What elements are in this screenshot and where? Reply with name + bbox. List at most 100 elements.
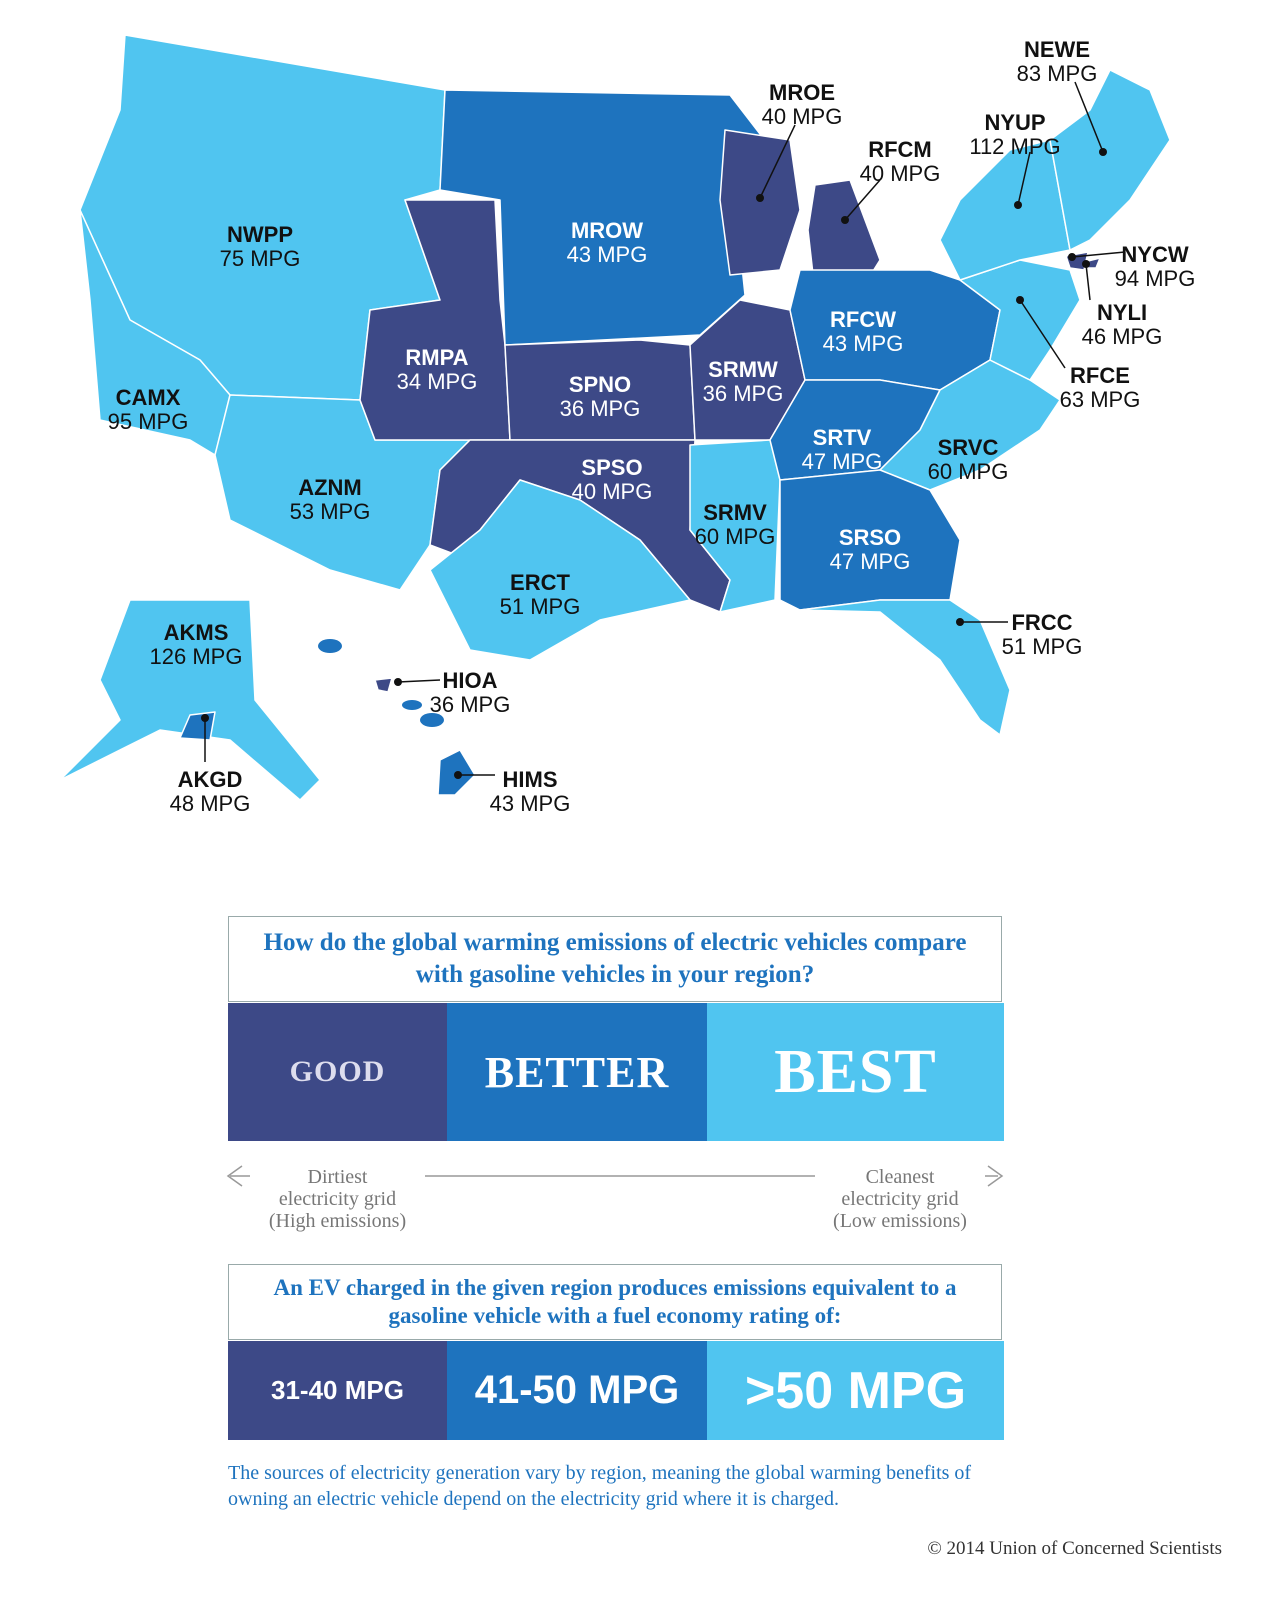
- region-mpg: 40 MPG: [860, 161, 941, 186]
- region: [59, 599, 321, 801]
- copyright: © 2014 Union of Concerned Scientists: [927, 1538, 1222, 1559]
- region-mpg: 43 MPG: [567, 242, 648, 267]
- leader-dot: [454, 771, 462, 779]
- region-code: HIOA: [443, 668, 498, 693]
- arrow-head: [226, 1165, 243, 1187]
- region-code: SPSO: [581, 455, 642, 480]
- region-code: ERCT: [510, 570, 570, 595]
- region-code: SRMW: [708, 357, 778, 382]
- range-bar: 31-40 MPG 41-50 MPG >50 MPG: [228, 1341, 1004, 1440]
- leader-line: [844, 179, 881, 221]
- range-segment: 41-50 MPG: [447, 1341, 707, 1440]
- leaders: [201, 81, 1126, 779]
- island: [420, 713, 444, 727]
- region-mpg: 36 MPG: [560, 396, 641, 421]
- region-mpg: 36 MPG: [703, 381, 784, 406]
- footnote: The sources of electricity generation va…: [228, 1462, 972, 1510]
- scale-segment: BETTER: [447, 1003, 707, 1141]
- region-mpg: 63 MPG: [1060, 387, 1141, 412]
- region-code: AKGD: [178, 767, 243, 792]
- region-mpg: 95 MPG: [108, 409, 189, 434]
- leader-dot: [394, 678, 402, 686]
- island: [318, 639, 342, 653]
- region-code: SRSO: [839, 525, 901, 550]
- range-segment: >50 MPG: [707, 1341, 1004, 1440]
- region-mpg: 47 MPG: [830, 549, 911, 574]
- leader-line: [1019, 299, 1066, 369]
- region: [429, 479, 691, 661]
- leader-dot: [756, 194, 764, 202]
- region-code: HIMS: [503, 767, 558, 792]
- region-code: AZNM: [298, 475, 362, 500]
- region-mpg: 48 MPG: [170, 791, 251, 816]
- region-code: SRTV: [813, 425, 872, 450]
- region-mpg: 75 MPG: [220, 246, 301, 271]
- region-code: NYUP: [984, 110, 1045, 135]
- leader-line: [759, 124, 796, 199]
- note-line: (Low emissions): [833, 1210, 967, 1232]
- region-mpg: 43 MPG: [823, 331, 904, 356]
- regions: [59, 34, 1171, 801]
- scale-segment: GOOD: [228, 1003, 447, 1141]
- region-mpg: 94 MPG: [1115, 266, 1196, 291]
- range-segment: 31-40 MPG: [228, 1341, 447, 1440]
- region-code: SRMV: [703, 500, 767, 525]
- note-line: electricity grid: [278, 1188, 397, 1210]
- region-mpg: 40 MPG: [572, 479, 653, 504]
- region-code: NEWE: [1024, 37, 1090, 62]
- region: [799, 599, 1011, 736]
- region-mpg: 36 MPG: [430, 692, 511, 717]
- scale-segment: BEST: [707, 1003, 1004, 1141]
- leader-line: [1071, 251, 1126, 258]
- equivalence-text: An EV charged in the given region produc…: [228, 1264, 1002, 1340]
- cleanest-note: Cleanest electricity grid (Low emissions): [815, 1166, 985, 1232]
- region-mpg: 60 MPG: [695, 524, 776, 549]
- leader-dot: [956, 618, 964, 626]
- region-code: CAMX: [116, 385, 181, 410]
- note-line: Dirtiest: [307, 1166, 368, 1188]
- island: [402, 700, 422, 710]
- region-mpg: 51 MPG: [1002, 634, 1083, 659]
- region-code: MROW: [571, 218, 643, 243]
- region-code: AKMS: [164, 620, 229, 645]
- region-mpg: 83 MPG: [1017, 61, 1098, 86]
- region-mpg: 51 MPG: [500, 594, 581, 619]
- region-code: FRCC: [1011, 610, 1072, 635]
- region-mpg: 40 MPG: [762, 104, 843, 129]
- region-code: NWPP: [227, 222, 293, 247]
- leader-line: [1074, 81, 1104, 153]
- region-mpg: 46 MPG: [1082, 324, 1163, 349]
- region: [1049, 69, 1171, 251]
- region-mpg: 53 MPG: [290, 499, 371, 524]
- leader-dot: [1068, 253, 1076, 261]
- leader-line: [1085, 263, 1091, 301]
- leader-dot: [1014, 201, 1022, 209]
- region-mpg: 112 MPG: [969, 134, 1060, 159]
- dirtiest-note: Dirtiest electricity grid (High emissions): [250, 1166, 425, 1232]
- region-mpg: 126 MPG: [150, 644, 243, 669]
- region-code: RFCE: [1070, 363, 1130, 388]
- region-code: RFCW: [830, 307, 896, 332]
- leader-dot: [1016, 296, 1024, 304]
- scale-bar: GOOD BETTER BEST: [228, 1003, 1004, 1141]
- region-mpg: 43 MPG: [490, 791, 571, 816]
- region-mpg: 34 MPG: [397, 369, 478, 394]
- region-code: RFCM: [868, 137, 932, 162]
- note-line: (High emissions): [268, 1210, 407, 1232]
- leader-dot: [841, 216, 849, 224]
- note-line: Cleanest: [865, 1166, 935, 1188]
- question: How do the global warming emissions of e…: [228, 916, 1002, 1002]
- leader-dot: [1082, 260, 1090, 268]
- leader-line: [1017, 151, 1031, 206]
- arrow-head: [987, 1165, 1004, 1187]
- region-code: SPNO: [569, 372, 631, 397]
- region-code: NYLI: [1097, 300, 1147, 325]
- region: [374, 677, 393, 693]
- leader-dot: [1099, 148, 1107, 156]
- region-mpg: 47 MPG: [802, 449, 883, 474]
- region: [359, 199, 511, 441]
